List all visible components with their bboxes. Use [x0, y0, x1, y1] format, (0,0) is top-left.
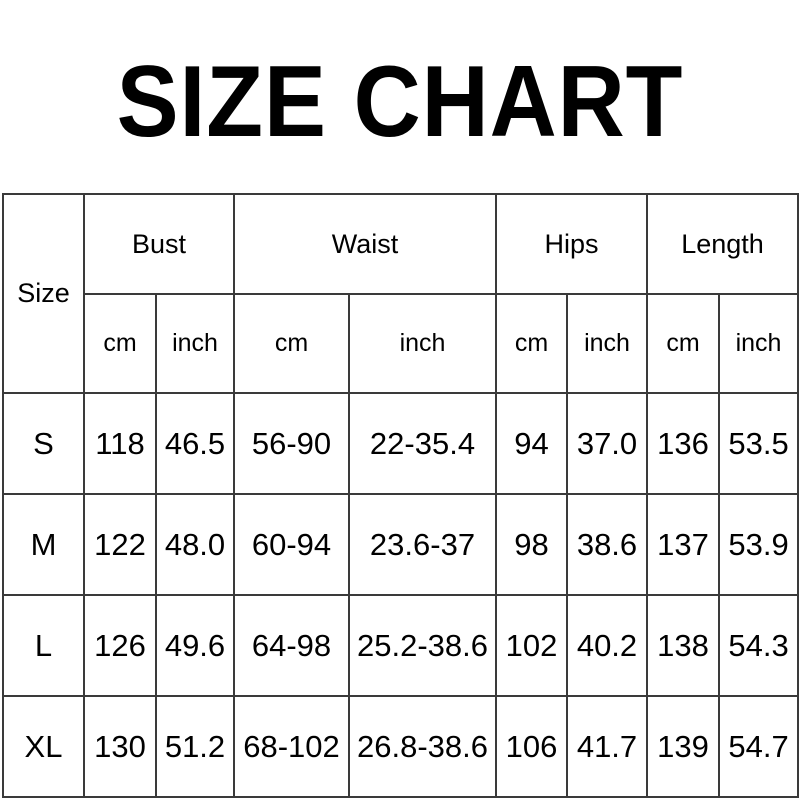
cell-length-inch: 54.7 [718, 695, 800, 798]
cell-hips-cm: 102 [495, 594, 568, 697]
cell-length-inch: 54.3 [718, 594, 800, 697]
cell-length-inch: 53.5 [718, 392, 800, 495]
column-header-length-cm: cm [646, 293, 721, 394]
cell-waist-inch: 22-35.4 [348, 392, 497, 495]
column-header-waist: Waist [233, 193, 497, 295]
cell-size: S [2, 392, 85, 495]
cell-hips-cm: 98 [495, 493, 568, 596]
cell-hips-cm: 94 [495, 392, 568, 495]
cell-bust-cm: 122 [83, 493, 157, 596]
cell-size: L [2, 594, 85, 697]
cell-size: M [2, 493, 85, 596]
column-header-waist-inch: inch [348, 293, 497, 394]
table-row: M 122 48.0 60-94 23.6-37 98 38.6 137 53.… [2, 493, 800, 596]
table-head: Size Bust Waist Hips Length cm inch cm i… [2, 193, 800, 394]
cell-length-cm: 137 [646, 493, 721, 596]
table-row: S 118 46.5 56-90 22-35.4 94 37.0 136 53.… [2, 392, 800, 495]
cell-waist-inch: 25.2-38.6 [348, 594, 497, 697]
column-header-bust-inch: inch [155, 293, 235, 394]
cell-hips-inch: 40.2 [565, 594, 649, 697]
cell-bust-cm: 126 [83, 594, 157, 697]
column-header-waist-cm: cm [233, 293, 350, 394]
cell-size: XL [2, 695, 85, 798]
cell-length-cm: 138 [646, 594, 721, 697]
cell-hips-inch: 37.0 [565, 392, 649, 495]
cell-waist-inch: 26.8-38.6 [348, 695, 497, 798]
table-row: XL 130 51.2 68-102 26.8-38.6 106 41.7 13… [2, 695, 800, 798]
cell-bust-inch: 46.5 [155, 392, 235, 495]
cell-hips-cm: 106 [495, 695, 568, 798]
table-body: S 118 46.5 56-90 22-35.4 94 37.0 136 53.… [2, 392, 800, 798]
table-row: L 126 49.6 64-98 25.2-38.6 102 40.2 138 … [2, 594, 800, 697]
column-header-bust-cm: cm [83, 293, 157, 394]
cell-hips-inch: 38.6 [565, 493, 649, 596]
column-header-size: Size [2, 193, 85, 394]
column-header-hips-cm: cm [495, 293, 568, 394]
cell-bust-cm: 118 [83, 392, 157, 495]
cell-waist-inch: 23.6-37 [348, 493, 497, 596]
page-title-container: SIZE CHART [0, 52, 800, 153]
cell-length-inch: 53.9 [718, 493, 800, 596]
table-header-row-units: cm inch cm inch cm inch cm inch [3, 293, 800, 394]
cell-waist-cm: 56-90 [233, 392, 350, 495]
cell-length-cm: 136 [646, 392, 721, 495]
cell-bust-inch: 51.2 [155, 695, 235, 798]
cell-waist-cm: 60-94 [233, 493, 350, 596]
column-header-length: Length [646, 193, 800, 295]
column-header-hips: Hips [494, 193, 649, 295]
cell-bust-cm: 130 [83, 695, 157, 798]
column-header-length-inch: inch [718, 293, 800, 394]
size-chart-table-container: Size Bust Waist Hips Length cm inch cm i… [2, 193, 800, 798]
size-chart-table: Size Bust Waist Hips Length cm inch cm i… [2, 193, 800, 798]
cell-hips-inch: 41.7 [565, 695, 649, 798]
table-header-row-groups: Size Bust Waist Hips Length [2, 193, 800, 394]
column-header-hips-inch: inch [565, 293, 649, 394]
page-title: SIZE CHART [116, 46, 684, 158]
cell-bust-inch: 48.0 [155, 493, 235, 596]
column-header-bust: Bust [83, 193, 235, 295]
cell-bust-inch: 49.6 [155, 594, 235, 697]
cell-length-cm: 139 [646, 695, 721, 798]
cell-waist-cm: 68-102 [233, 695, 350, 798]
cell-waist-cm: 64-98 [233, 594, 350, 697]
